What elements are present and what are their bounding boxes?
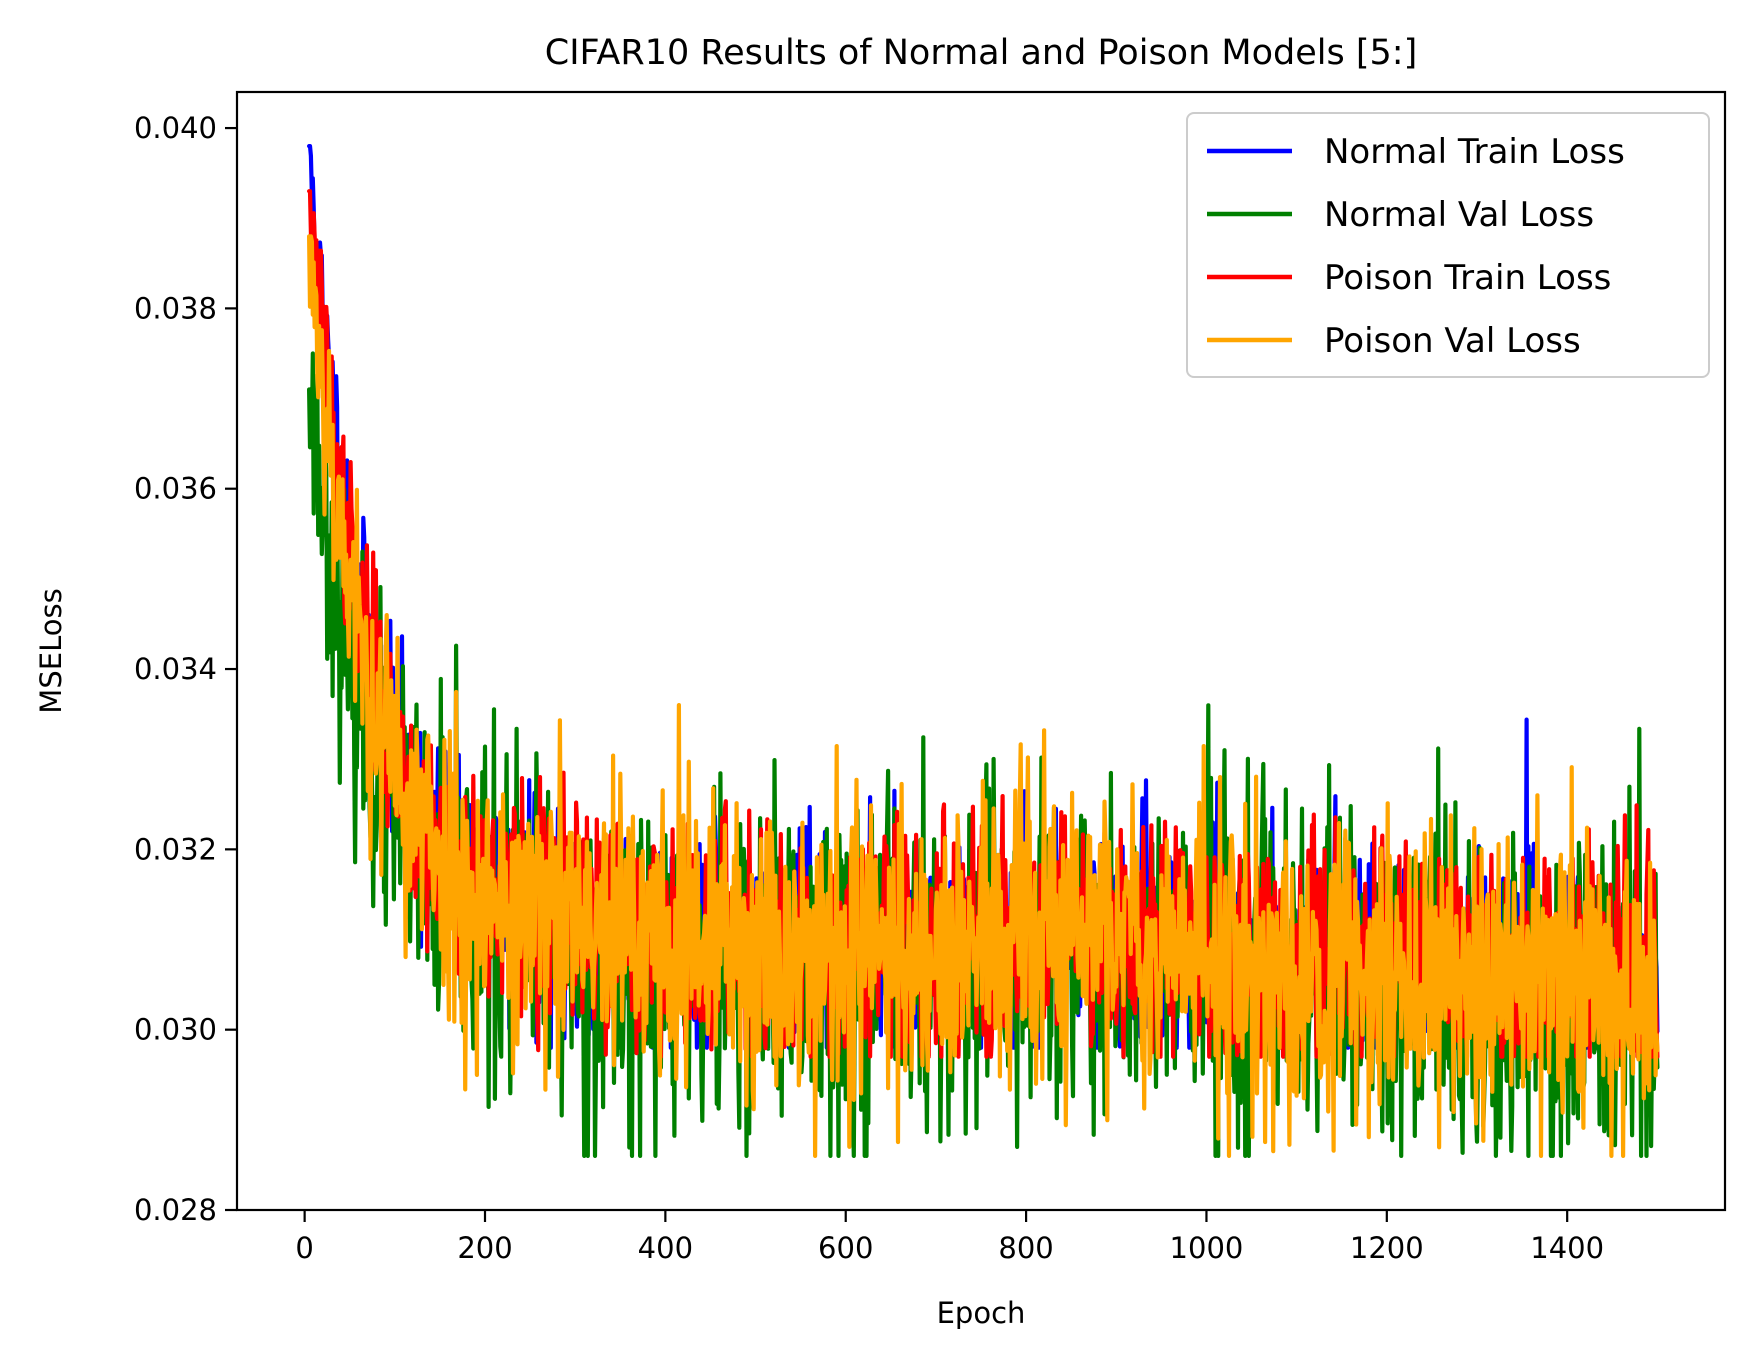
x-tick-label: 1000: [1170, 1231, 1244, 1265]
legend-label: Poison Val Loss: [1324, 321, 1581, 361]
legend-box: [1186, 112, 1710, 378]
y-tick-label: 0.036: [134, 472, 217, 506]
y-tick-label: 0.034: [134, 652, 217, 686]
y-tick-label: 0.040: [134, 111, 217, 145]
y-tick-label: 0.038: [134, 291, 217, 325]
x-tick-label: 600: [818, 1231, 873, 1265]
legend: Normal Train Loss Normal Val Loss Poison T…: [1186, 112, 1710, 378]
legend-label: Normal Val Loss: [1324, 195, 1594, 235]
y-tick-label: 0.032: [134, 832, 217, 866]
x-tick-label: 0: [295, 1231, 313, 1265]
series-line-poison-val-loss: [307, 234, 1660, 1158]
x-tick-label: 800: [998, 1231, 1053, 1265]
x-tick-label: 1400: [1530, 1231, 1604, 1265]
x-axis: 0 200 400 600 800 1000 1200 1400: [295, 1210, 1604, 1265]
chart-title: CIFAR10 Results of Normal and Poison Mod…: [545, 33, 1417, 73]
y-tick-label: 0.028: [134, 1193, 217, 1227]
legend-label: Normal Train Loss: [1324, 132, 1625, 172]
x-tick-label: 1200: [1350, 1231, 1424, 1265]
x-axis-label: Epoch: [937, 1296, 1026, 1330]
plot-area: [307, 144, 1660, 1158]
x-tick-label: 200: [457, 1231, 512, 1265]
y-tick-label: 0.030: [134, 1013, 217, 1047]
plot-frame: [235, 90, 1727, 1212]
legend-label: Poison Train Loss: [1324, 258, 1611, 298]
y-axis: 0.028 0.030 0.032 0.034 0.036 0.038 0.040: [134, 111, 237, 1227]
x-tick-label: 400: [638, 1231, 693, 1265]
y-axis-label: MSELoss: [34, 588, 68, 713]
